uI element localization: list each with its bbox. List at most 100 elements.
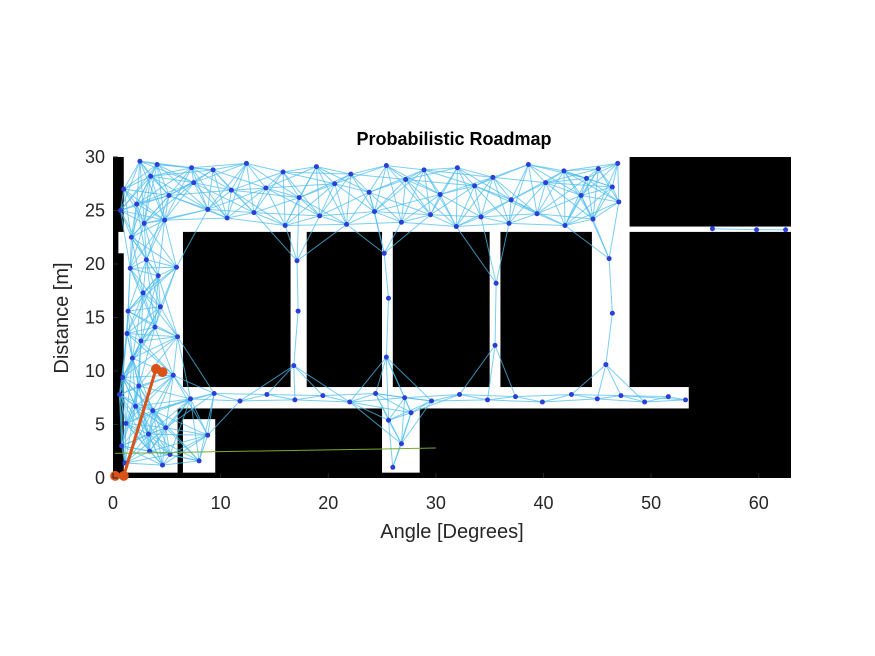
roadmap-node xyxy=(609,310,615,316)
roadmap-edge xyxy=(536,170,565,214)
roadmap-edge xyxy=(296,224,347,262)
roadmap-edge xyxy=(294,399,350,403)
roadmap-edge xyxy=(564,225,610,260)
roadmap-edge xyxy=(592,218,610,259)
roadmap-edge xyxy=(118,340,142,395)
roadmap-edge xyxy=(492,176,538,215)
roadmap-edge xyxy=(322,392,376,397)
roadmap-node xyxy=(616,199,622,205)
roadmap-node xyxy=(237,398,243,404)
roadmap-edge xyxy=(138,341,142,387)
roadmap-node xyxy=(453,224,459,230)
roadmap-edge xyxy=(145,219,166,260)
roadmap-node xyxy=(155,273,161,279)
roadmap-edge xyxy=(334,183,375,212)
roadmap-edge xyxy=(457,167,512,201)
roadmap-edge xyxy=(430,167,458,216)
roadmap-edge xyxy=(608,258,613,314)
roadmap-edge xyxy=(212,169,228,219)
roadmap-node xyxy=(210,167,216,173)
roadmap-edge xyxy=(423,169,431,215)
roadmap-edge xyxy=(140,326,156,342)
roadmap-edge xyxy=(455,185,476,227)
y-tick-label: 30 xyxy=(85,147,105,167)
roadmap-node xyxy=(136,383,142,389)
roadmap-edge xyxy=(386,165,407,180)
roadmap-edge xyxy=(296,260,299,312)
roadmap-edge xyxy=(536,177,587,215)
roadmap-edge xyxy=(120,195,170,211)
roadmap-edge xyxy=(319,191,370,217)
roadmap-edge xyxy=(536,213,566,226)
roadmap-node xyxy=(512,394,518,400)
roadmap-node xyxy=(493,280,499,286)
roadmap-edge xyxy=(127,310,142,342)
roadmap-edge xyxy=(536,195,582,215)
roadmap-node xyxy=(228,187,234,193)
roadmap-edge xyxy=(123,188,138,205)
roadmap-edge xyxy=(177,336,215,394)
roadmap-edge xyxy=(608,201,620,259)
roadmap-node xyxy=(173,264,179,270)
roadmap-edge xyxy=(581,195,619,203)
roadmap-node xyxy=(295,308,301,314)
roadmap-edge xyxy=(143,195,170,224)
y-tick-label: 0 xyxy=(95,468,105,488)
roadmap-edge xyxy=(253,187,267,213)
roadmap-edge xyxy=(293,365,351,403)
roadmap-edge xyxy=(293,311,299,366)
roadmap-node xyxy=(783,227,789,233)
roadmap-edge xyxy=(120,161,141,211)
roadmap-node xyxy=(606,256,612,262)
roadmap-edge xyxy=(349,397,405,403)
x-axis-label: Angle [Degrees] xyxy=(380,521,523,543)
roadmap-edge xyxy=(282,171,300,198)
free-space-region xyxy=(172,157,183,409)
roadmap-edge xyxy=(385,356,412,413)
roadmap-node xyxy=(506,220,512,226)
roadmap-edge xyxy=(189,398,200,461)
roadmap-edge xyxy=(122,336,178,378)
roadmap-edge xyxy=(404,397,432,402)
roadmap-edge xyxy=(126,306,161,334)
roadmap-edge xyxy=(120,164,158,211)
roadmap-edge xyxy=(509,222,566,226)
roadmap-node xyxy=(561,168,567,174)
roadmap-edge xyxy=(164,195,170,221)
roadmap-edge xyxy=(152,392,215,412)
roadmap-edge xyxy=(227,217,286,226)
roadmap-edge xyxy=(149,450,163,466)
roadmap-edge xyxy=(515,394,572,398)
roadmap-edge xyxy=(212,162,247,171)
roadmap-node xyxy=(127,265,133,271)
roadmap-edge xyxy=(143,223,177,268)
roadmap-node xyxy=(615,160,621,166)
roadmap-edge xyxy=(586,178,594,220)
roadmap-edge xyxy=(123,188,165,221)
roadmap-edge xyxy=(480,216,497,284)
roadmap-edge xyxy=(571,394,598,400)
roadmap-edge xyxy=(383,222,402,254)
roadmap-node xyxy=(383,354,389,360)
chart-title: Probabilistic Roadmap xyxy=(356,129,551,149)
roadmap-node xyxy=(478,214,484,220)
roadmap-edge xyxy=(349,401,402,445)
roadmap-node xyxy=(683,397,689,403)
roadmap-edge xyxy=(126,268,131,334)
roadmap-edge xyxy=(207,400,241,436)
roadmap-edge xyxy=(334,173,352,185)
roadmap-edge xyxy=(122,377,167,429)
roadmap-edge xyxy=(168,167,192,196)
roadmap-node xyxy=(146,431,152,437)
roadmap-node xyxy=(332,181,338,187)
roadmap-edge xyxy=(165,427,200,462)
roadmap-edge xyxy=(193,182,209,210)
roadmap-node xyxy=(386,417,392,423)
roadmap-edge xyxy=(285,223,347,226)
roadmap-edge xyxy=(374,211,402,223)
roadmap-edge xyxy=(129,259,147,269)
roadmap-edge xyxy=(119,394,151,452)
roadmap-node xyxy=(292,397,298,403)
roadmap-edge xyxy=(410,394,460,414)
roadmap-edge xyxy=(145,259,156,328)
